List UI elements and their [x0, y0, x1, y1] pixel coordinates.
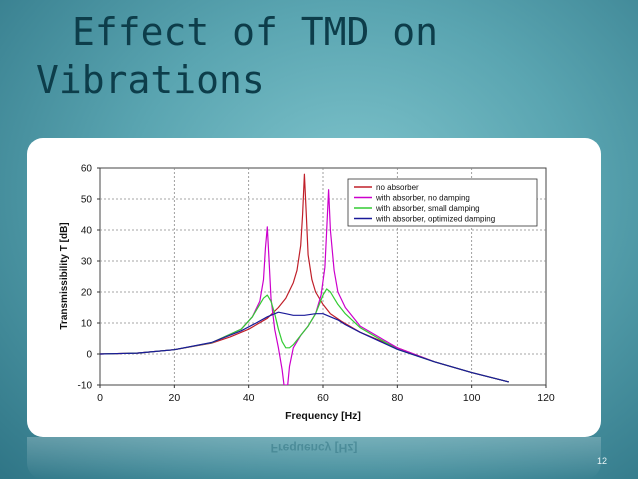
- slide-title: Effect of TMD on Vibrations: [36, 8, 496, 104]
- y-tick-label: 40: [81, 226, 93, 237]
- x-axis-label: Frequency [Hz]: [285, 410, 361, 422]
- transmissibility-chart: 0 20 40 60 80 100 120 -10 0 10 20 30 40 50 60 Frequenc…: [59, 164, 555, 423]
- y-tick-label: -10: [78, 381, 93, 392]
- x-tick-label: 100: [463, 392, 481, 404]
- slide-title-line1: Effect of TMD on: [72, 10, 439, 54]
- chart-card: 0 20 40 60 80 100 120 -10 0 10 20 30 40 50 60 Frequenc…: [27, 138, 601, 437]
- y-axis-label: Transmissibility T [dB]: [59, 222, 70, 329]
- series-line-with-absorber-optimized-damping: [100, 311, 509, 383]
- x-tick-label: 0: [97, 392, 103, 404]
- x-tick-label: 60: [317, 392, 329, 404]
- y-tick-label: 0: [86, 350, 92, 361]
- y-tick-label: 20: [81, 288, 93, 299]
- x-tick-label: 120: [537, 392, 555, 404]
- y-tick-label: 30: [81, 257, 93, 268]
- y-tick-label: 50: [81, 195, 93, 206]
- x-tick-label: 40: [243, 392, 255, 404]
- chart-reflection: Frequency [Hz]: [27, 437, 601, 479]
- y-tick-label: 60: [81, 164, 93, 175]
- series-line-with-absorber-no-damping: [100, 189, 509, 385]
- series-line-with-absorber-small-damping: [100, 288, 509, 383]
- x-tick-label: 20: [168, 392, 180, 404]
- y-tick-label: 10: [81, 319, 93, 330]
- legend-box: [347, 178, 538, 227]
- legend-entry: with absorber, no damping: [375, 194, 470, 203]
- slide-title-line2: Vibrations: [36, 58, 265, 102]
- legend-entry: with absorber, small damping: [375, 204, 480, 213]
- x-tick-label: 80: [391, 392, 403, 404]
- reflection-text: Frequency [Hz]: [270, 441, 358, 455]
- page-number: 12: [597, 456, 608, 466]
- legend-entry: no absorber: [376, 183, 419, 192]
- legend-entry: with absorber, optimized damping: [375, 215, 495, 224]
